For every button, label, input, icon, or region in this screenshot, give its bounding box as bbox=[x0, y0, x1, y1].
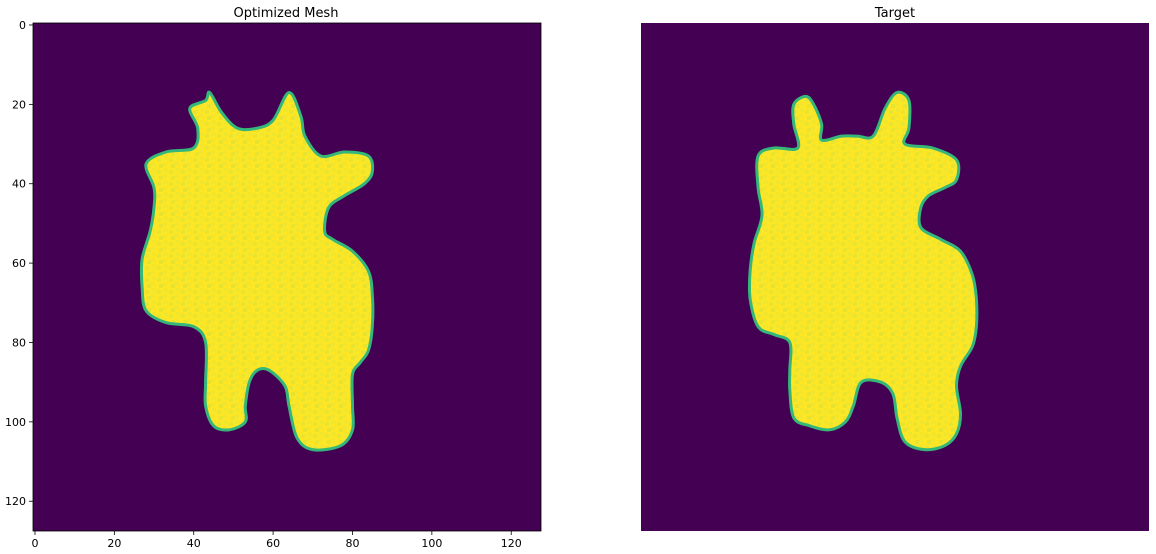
x-tick-label: 20 bbox=[107, 537, 121, 550]
panel-optimized-mesh: Optimized Mesh 0 20 40 60 80 100 120 0 20 40 60 80… bbox=[5, 6, 542, 550]
y-tick-label: 20 bbox=[12, 98, 26, 111]
y-tick-label: 80 bbox=[12, 336, 26, 349]
y-tick-label: 40 bbox=[12, 178, 26, 191]
plot-frame bbox=[32, 22, 542, 532]
x-tick-label: 100 bbox=[421, 537, 442, 550]
x-tick-label: 60 bbox=[266, 537, 280, 550]
x-tick-label: 0 bbox=[31, 537, 38, 550]
y-tick-label: 120 bbox=[5, 495, 26, 508]
x-tick-label: 80 bbox=[345, 537, 359, 550]
x-tick-label: 120 bbox=[501, 537, 522, 550]
silhouette-target bbox=[747, 90, 979, 452]
panel-target: Target bbox=[641, 6, 1149, 531]
chart-title: Target bbox=[874, 6, 915, 21]
x-axis: 0 20 40 60 80 100 120 bbox=[31, 531, 522, 550]
y-tick-label: 60 bbox=[12, 257, 26, 270]
y-tick-label: 0 bbox=[19, 19, 26, 32]
x-tick-label: 40 bbox=[187, 537, 201, 550]
silhouette-mesh bbox=[139, 90, 375, 452]
y-tick-label: 100 bbox=[5, 416, 26, 429]
chart-title: Optimized Mesh bbox=[234, 6, 339, 21]
y-axis: 0 20 40 60 80 100 120 bbox=[5, 19, 33, 508]
